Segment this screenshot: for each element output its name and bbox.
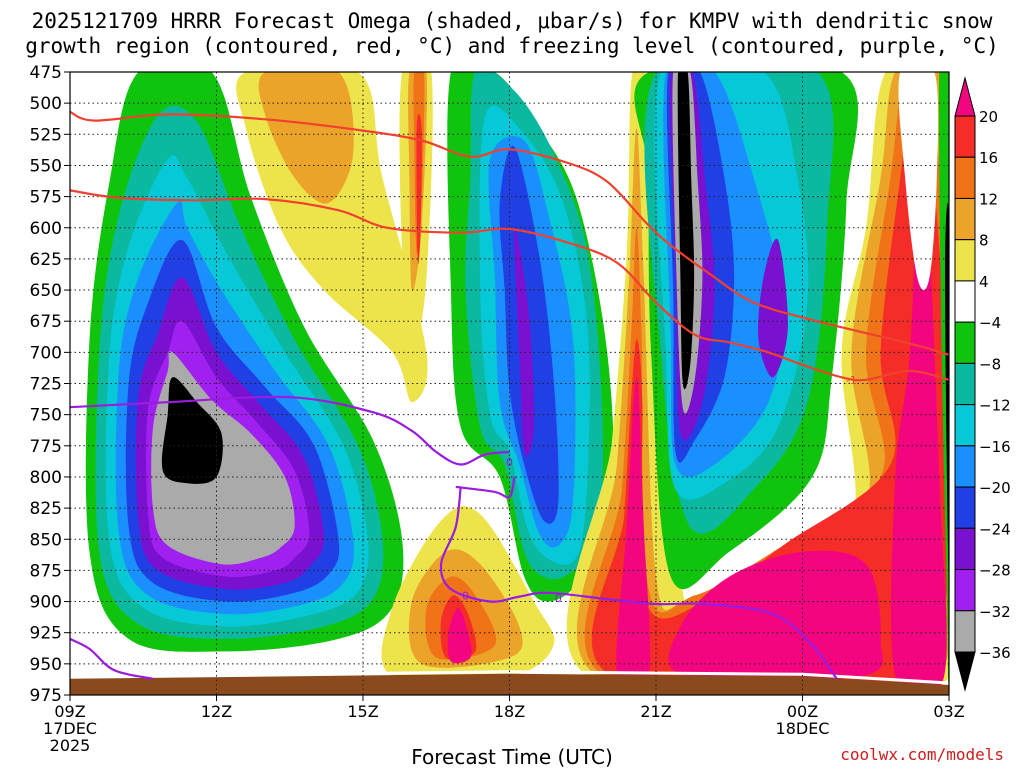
y-tick-label-475: 475 [30,63,62,83]
y-tick-label-825: 825 [30,499,62,519]
contour-label-3: -1 [846,374,857,387]
omega-region-20 [514,227,535,457]
chart-title-line-1: 2025121709 HRRR Forecast Omega (shaded, … [31,9,993,33]
y-tick-label-550: 550 [30,156,62,176]
colorbar-label-3: 8 [979,232,989,250]
omega-region-44 [898,72,939,291]
colorbar-label-5: −4 [979,314,1001,332]
colorbar-box-2 [954,197,976,241]
colorbar-label-8: −16 [979,438,1011,456]
freezing-level-contour-2 [439,486,838,680]
y-tick-label-600: 600 [30,219,62,239]
omega-region-14 [416,113,422,265]
y-tick-label-950: 950 [30,655,62,675]
y-axis: 475 500 525 550 575 600 625 650 675 700 725 750 775 8… [30,63,70,706]
x-tick-label-0-0: 09Z [54,702,85,721]
y-tick-label-800: 800 [30,468,62,488]
omega-shading [85,72,949,695]
x-tick-label-0-1: 17DEC [43,719,97,738]
contour-label-1: 0 [555,592,562,605]
colorbar-label-6: −8 [979,355,1001,373]
dendritic-contour-0 [70,110,949,356]
x-tick-label-15-1: 18DEC [776,719,830,738]
y-tick-label-650: 650 [30,281,62,301]
omega-region-43 [945,202,949,573]
x-tick-label-3-0: 12Z [201,702,232,721]
y-tick-label-725: 725 [30,375,62,395]
contour-label-2: 0 [462,589,469,602]
y-tick-label-625: 625 [30,250,62,270]
omega-region-32 [891,72,947,695]
x-tick-label-0-2: 2025 [50,736,91,755]
omega-region-29 [591,72,949,695]
colorbar-box-6 [954,362,976,406]
watermark-text: coolwx.com/models [840,745,1004,764]
y-tick-label-675: 675 [30,312,62,332]
colorbar-box-9 [954,486,976,529]
freezing-level-contour-3 [70,637,154,680]
colorbar-box-1 [954,156,976,199]
y-tick-label-900: 900 [30,593,62,613]
y-tick-label-775: 775 [30,437,62,457]
omega-region-25 [447,607,472,664]
x-tick-label-15-0: 00Z [787,702,818,721]
chart-title-line-2: growth region (contoured, red, °C) and f… [25,34,999,58]
x-tick-label-9-0: 18Z [494,702,525,721]
omega-region-30 [616,377,651,695]
y-tick-label-525: 525 [30,125,62,145]
colorbar-label-12: −32 [979,603,1011,621]
omega-region-40 [677,72,695,390]
x-tick-label-12-0: 21Z [640,702,671,721]
y-tick-label-875: 875 [30,561,62,581]
x-axis-label: Forecast Time (UTC) [411,745,613,769]
colorbar-top-arrow [954,76,976,117]
colorbar-box-11 [954,569,976,612]
colorbar-label-11: −28 [979,562,1011,580]
colorbar-box-4 [954,280,976,323]
colorbar-label-4: 4 [979,273,989,291]
colorbar-label-9: −20 [979,479,1011,497]
contour-lines: 0 0 0 -1 [70,110,949,680]
colorbar-box-7 [954,404,976,447]
y-tick-label-700: 700 [30,343,62,363]
colorbar-box-12 [954,610,976,653]
colorbar-box-0 [954,115,976,158]
omega-region-41 [758,238,788,378]
y-tick-label-975: 975 [30,686,62,706]
freezing-level-contour-1 [455,476,516,499]
x-tick-label-6-0: 15Z [347,702,378,721]
omega-region-31 [668,550,883,682]
y-tick-label-500: 500 [30,94,62,114]
colorbar-label-1: 16 [979,149,998,167]
y-tick-label-750: 750 [30,406,62,426]
x-tick-label-18-0: 03Z [933,702,964,721]
colorbar-label-10: −24 [979,520,1011,538]
contour-label-0: 0 [506,456,513,469]
y-tick-label-575: 575 [30,188,62,208]
colorbar-box-10 [954,527,976,571]
colorbar-box-8 [954,445,976,488]
ground-edge [70,670,949,685]
grid-lines [70,72,949,695]
freezing-level-contour-0 [70,395,510,466]
y-tick-label-850: 850 [30,530,62,550]
colorbar-label-2: 12 [979,190,998,208]
colorbar-box-3 [954,239,976,282]
colorbar: 20 16 12 8 4 −4 −8 −12 −16 −20 −24 −28 −32 −36 [954,76,1011,692]
omega-region-10 [258,72,354,204]
dendritic-contour-1 [70,189,949,382]
colorbar-label-0: 20 [979,108,998,126]
colorbar-box-5 [954,321,976,364]
colorbar-bottom-arrow [954,651,976,692]
omega-region-8 [161,377,223,484]
colorbar-label-13: −36 [979,644,1011,662]
colorbar-label-7: −12 [979,397,1011,415]
y-tick-label-925: 925 [30,624,62,644]
